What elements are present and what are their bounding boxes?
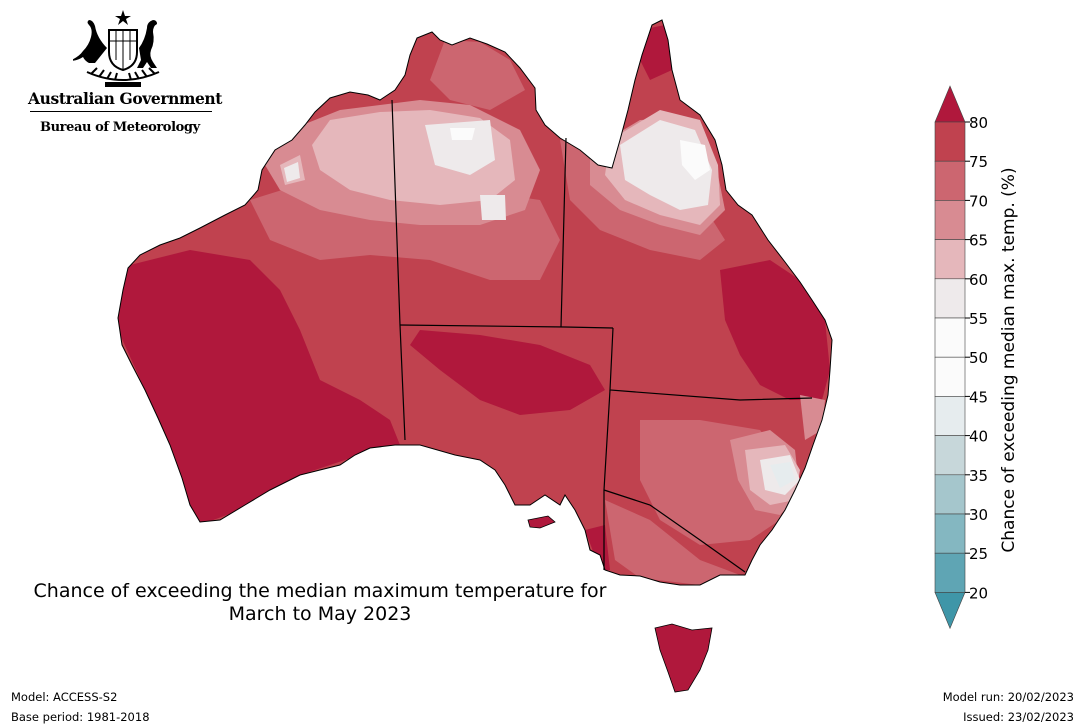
- legend-band: [934, 278, 966, 319]
- legend-band: [934, 592, 966, 630]
- legend-colorbar: 80 75 70 65 60 55 50 45 40 35 30 25 20: [934, 85, 988, 630]
- legend-tick-label: 70: [969, 192, 988, 210]
- legend-band: [934, 160, 966, 201]
- legend-tick-label: 65: [969, 232, 988, 250]
- legend-tick-label: 50: [969, 349, 988, 367]
- legend-tick-label: 75: [969, 153, 988, 171]
- legend-band: [934, 239, 966, 280]
- legend-label: Chance of exceeding median max. temp. (%…: [999, 167, 1019, 553]
- base-period-text: Base period: 1981-2018: [11, 710, 150, 724]
- bom-logo: Australian Government Bureau of Meteorol…: [28, 8, 223, 138]
- legend-band: [934, 356, 966, 397]
- legend-band: [934, 396, 966, 436]
- legend-tick-label: 40: [969, 428, 988, 446]
- legend-tick-label: 60: [969, 271, 988, 289]
- legend-band: [934, 85, 966, 123]
- legend-band: [934, 552, 966, 593]
- bureau-name: Bureau of Meteorology: [40, 120, 200, 135]
- legend-band: [934, 317, 966, 358]
- model-text: Model: ACCESS-S2: [11, 690, 118, 704]
- legend-band: [934, 474, 966, 515]
- legend-tick-label: 45: [969, 388, 988, 406]
- map-title-line2: March to May 2023: [228, 603, 412, 625]
- state-borders: [391, 99, 813, 573]
- map-title: Chance of exceeding the median maximum t…: [0, 580, 640, 626]
- legend-tick-label: 35: [969, 467, 988, 485]
- legend-band: [934, 435, 966, 476]
- legend-band: [934, 513, 966, 554]
- legend-band: [934, 121, 966, 162]
- map-title-line1: Chance of exceeding the median maximum t…: [33, 580, 607, 602]
- issued-text: Issued: 23/02/2023: [963, 710, 1074, 724]
- legend-tick-label: 20: [969, 584, 988, 602]
- logo-divider: [30, 111, 212, 112]
- legend-band: [934, 200, 966, 240]
- model-run-text: Model run: 20/02/2023: [942, 690, 1074, 704]
- legend-tick-label: 80: [969, 114, 988, 132]
- legend-tick-label: 30: [969, 506, 988, 524]
- government-name: Australian Government: [28, 89, 223, 108]
- legend-tick-label: 25: [969, 545, 988, 563]
- legend-tick-label: 55: [969, 310, 988, 328]
- coat-of-arms-icon: [73, 10, 160, 87]
